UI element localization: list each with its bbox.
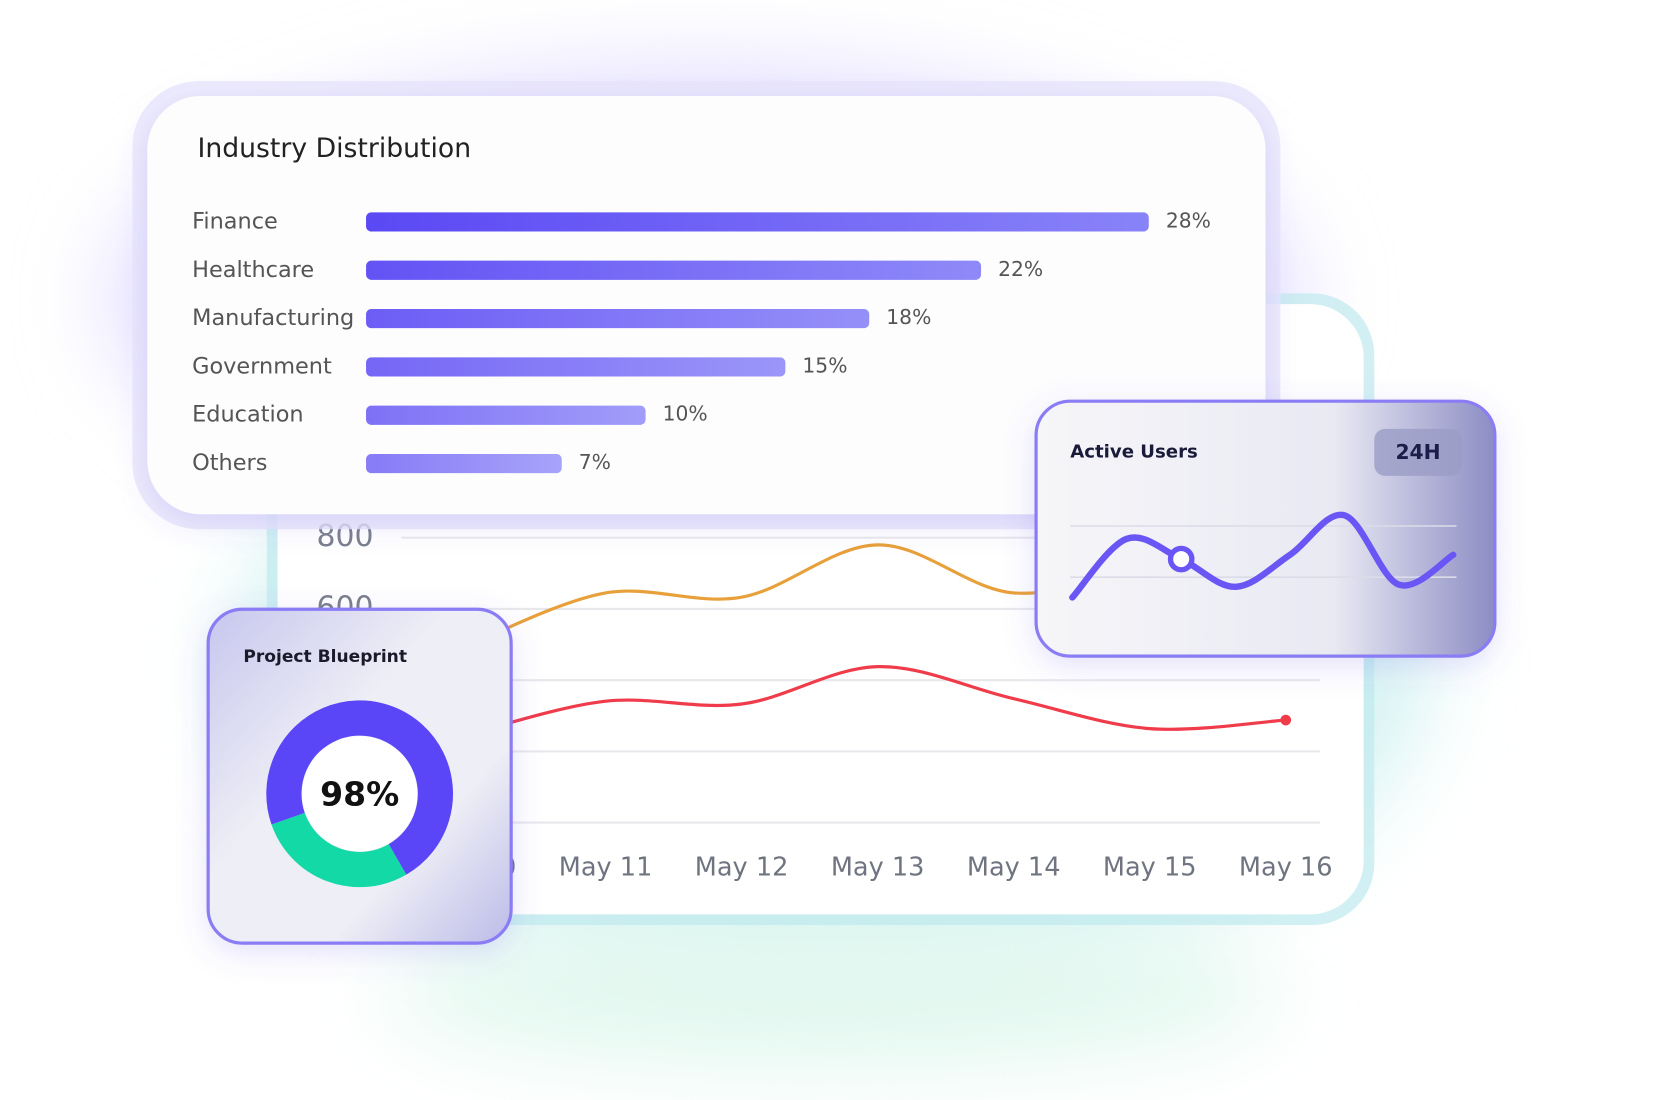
card-title: Industry Distribution — [197, 133, 471, 164]
bar — [366, 405, 646, 425]
x-tick-label: May 11 — [559, 852, 653, 882]
bar — [366, 212, 1149, 232]
category-label: Healthcare — [192, 257, 314, 283]
bar — [366, 357, 786, 377]
bar-chart: Finance 28% Healthcare 22% Manufacturing 18% G… — [192, 208, 1211, 476]
bar — [366, 453, 562, 474]
card-title: Active Users — [1070, 441, 1198, 462]
badge[interactable] — [1374, 428, 1462, 476]
bar-tint — [366, 308, 870, 329]
end-marker — [1280, 714, 1292, 726]
bar — [366, 260, 982, 280]
hover-marker — [1167, 545, 1195, 573]
sparkline — [1069, 511, 1457, 601]
donut-hole — [302, 736, 418, 852]
center-label: 98% — [320, 774, 399, 813]
bar — [366, 308, 870, 329]
donut-segment — [271, 812, 407, 888]
value-label: 28% — [1166, 208, 1211, 232]
x-tick-label: May 12 — [695, 852, 789, 882]
x-tick-label: May 15 — [1103, 852, 1197, 882]
value-label: 22% — [998, 257, 1043, 281]
donut-chart: 98% — [266, 700, 453, 888]
bar-tint — [366, 212, 1149, 232]
card-title: Project Blueprint — [243, 647, 407, 667]
x-tick-label: May 16 — [1239, 852, 1333, 882]
sparkline-path — [1069, 511, 1457, 601]
x-tick-label: May 14 — [967, 852, 1061, 882]
value-label: 15% — [802, 353, 847, 377]
bar-tint — [366, 453, 562, 474]
badge-label[interactable]: 24H — [1395, 440, 1440, 464]
category-label: Others — [192, 450, 267, 476]
bar-tint — [366, 405, 646, 425]
category-label: Government — [192, 353, 332, 379]
bar-tint — [366, 260, 982, 280]
series-line — [469, 665, 1286, 736]
category-label: Manufacturing — [192, 305, 354, 331]
category-label: Finance — [192, 208, 278, 234]
category-label: Education — [192, 402, 303, 428]
donut-segment — [266, 700, 453, 875]
value-label: 18% — [886, 305, 931, 329]
value-label: 7% — [579, 450, 611, 474]
value-label: 10% — [663, 402, 708, 426]
x-tick-label: May 13 — [831, 852, 925, 882]
bar-tint — [366, 357, 786, 377]
